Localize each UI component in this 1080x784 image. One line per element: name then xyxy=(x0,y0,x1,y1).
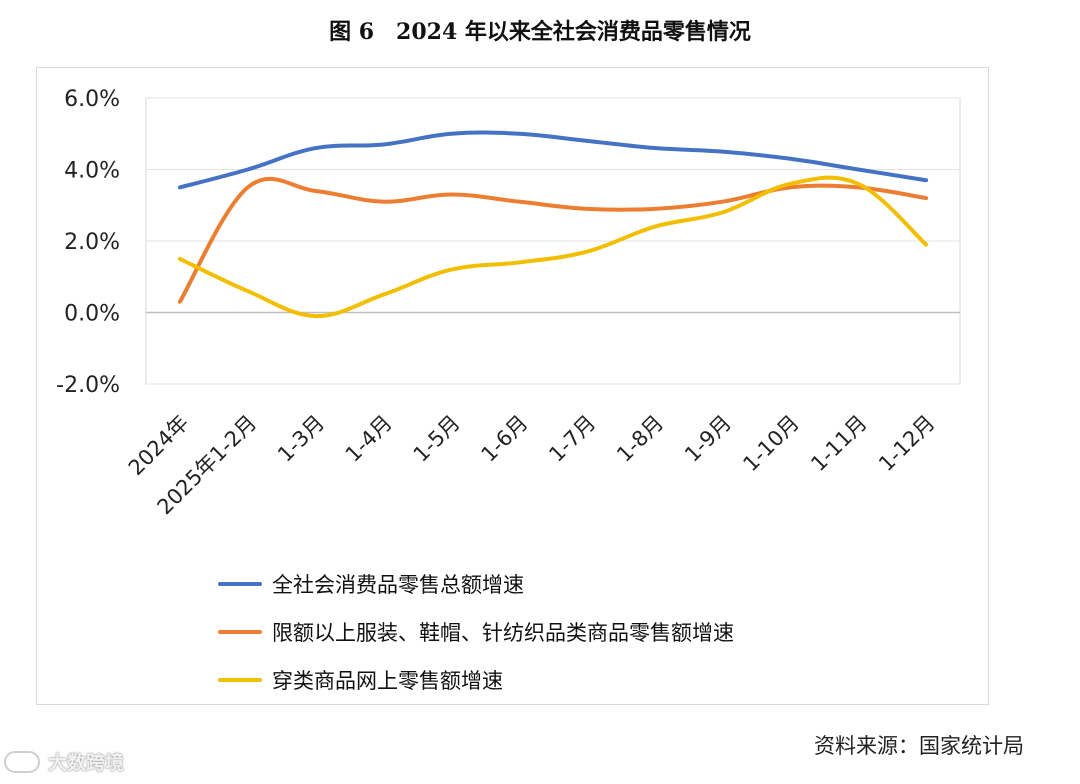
watermark-logo-icon xyxy=(4,750,40,773)
legend-label-apparel-online: 穿类商品网上零售额增速 xyxy=(272,669,503,693)
y-tick-label: -2.0% xyxy=(56,373,120,398)
figure-number: 图 6 xyxy=(329,19,375,45)
legend: 全社会消费品零售总额增速 限额以上服装、鞋帽、针纺织品类商品零售额增速 穿类商品… xyxy=(218,560,734,704)
series-line-total-retail xyxy=(177,130,929,190)
figure-title-text: 2024 年以来全社会消费品零售情况 xyxy=(396,19,751,45)
series-line-apparel-online xyxy=(177,175,929,319)
x-tick-label: 1-11月 xyxy=(806,411,872,477)
x-tick-label: 1-12月 xyxy=(874,411,940,477)
x-tick-label: 1-6月 xyxy=(477,411,533,467)
series-line-apparel-above-quota xyxy=(177,176,929,304)
x-tick-label: 1-7月 xyxy=(544,411,600,467)
legend-swatch-apparel-above-quota xyxy=(218,630,262,634)
x-tick-label: 1-4月 xyxy=(341,411,397,467)
y-tick-label: 4.0% xyxy=(64,159,120,184)
y-tick-label: 6.0% xyxy=(64,87,120,112)
y-tick-label: 0.0% xyxy=(64,302,120,327)
figure-title: 图 6 2024 年以来全社会消费品零售情况 xyxy=(0,14,1080,46)
watermark-text: 大数跨境 xyxy=(48,752,125,774)
chart-frame xyxy=(36,67,989,705)
x-tick-label: 1-10月 xyxy=(738,411,804,477)
legend-item-apparel-above-quota: 限额以上服装、鞋帽、针纺织品类商品零售额增速 xyxy=(218,608,734,656)
x-tick-label: 2024年 xyxy=(124,411,194,481)
y-tick-label: 2.0% xyxy=(64,230,120,255)
legend-label-apparel-above-quota: 限额以上服装、鞋帽、针纺织品类商品零售额增速 xyxy=(272,621,734,645)
x-tick-label: 1-3月 xyxy=(273,411,329,467)
x-tick-label: 1-5月 xyxy=(409,411,465,467)
legend-label-total-retail: 全社会消费品零售总额增速 xyxy=(272,573,524,597)
x-tick-label: 1-9月 xyxy=(680,411,736,467)
x-tick-label: 1-8月 xyxy=(612,411,668,467)
source-note: 资料来源：国家统计局 xyxy=(814,734,1024,758)
legend-swatch-apparel-online xyxy=(218,678,262,682)
legend-swatch-total-retail xyxy=(218,582,262,586)
legend-item-total-retail: 全社会消费品零售总额增速 xyxy=(218,560,734,608)
watermark: 大数跨境 xyxy=(4,748,124,775)
legend-item-apparel-online: 穿类商品网上零售额增速 xyxy=(218,656,734,704)
